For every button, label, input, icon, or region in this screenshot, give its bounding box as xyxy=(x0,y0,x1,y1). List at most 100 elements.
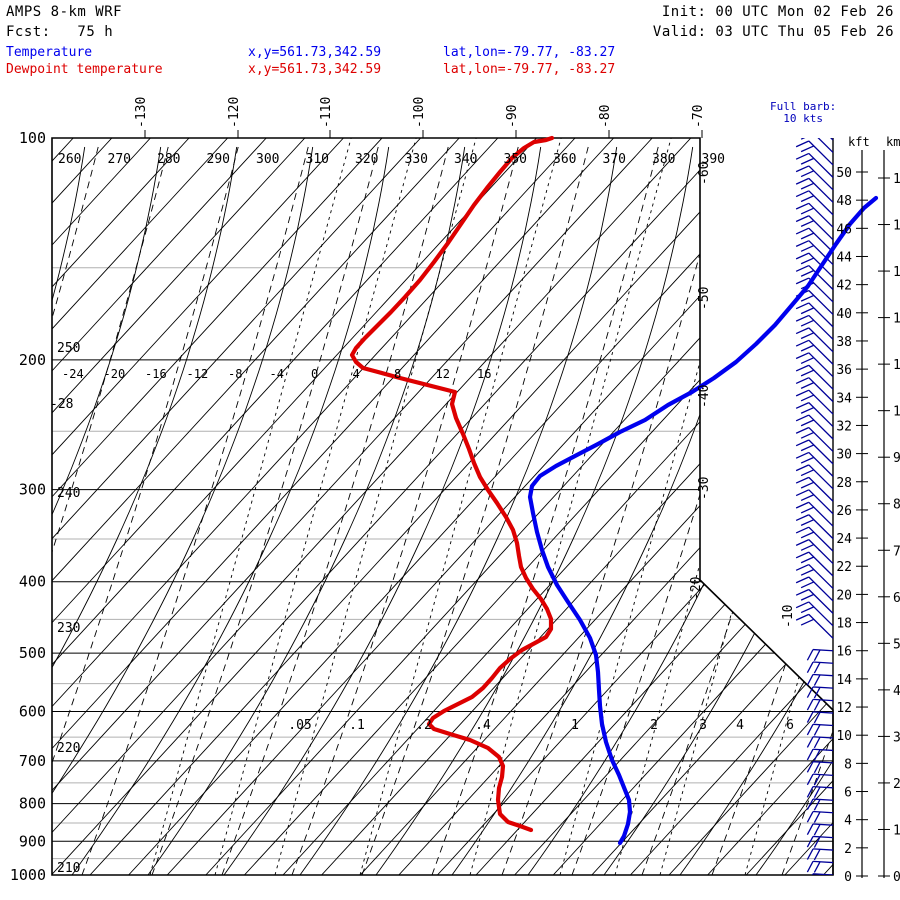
isobar-gridlines xyxy=(52,138,833,875)
theta-label-280: 280 xyxy=(157,152,180,167)
wind-barb xyxy=(806,810,834,823)
wind-barb xyxy=(795,526,834,552)
moist-adiabat xyxy=(361,146,589,875)
pressure-label-400: 400 xyxy=(19,573,46,591)
wind-barb xyxy=(795,364,834,390)
valid-time: Valid: 03 UTC Thu 05 Feb 26 xyxy=(652,24,894,40)
isotherm-row-label-16: 16 xyxy=(477,367,491,381)
kft-label-6: 6 xyxy=(844,786,852,801)
moist-adiabat xyxy=(52,146,239,875)
pressure-label-200: 200 xyxy=(19,351,46,369)
moist-adiabat xyxy=(291,146,519,875)
km-label: 8. xyxy=(893,498,900,513)
moist-adiabat xyxy=(221,146,449,875)
isotherm xyxy=(282,138,833,875)
legend-dewpoint-xy: x,y=561.73,342.59 xyxy=(248,62,382,77)
kft-label-2: 2 xyxy=(844,842,852,857)
isotherm-row-label--20: -20 xyxy=(104,367,126,381)
dry-adiabat xyxy=(52,146,238,875)
isotherm xyxy=(668,138,833,875)
km-label: 4. xyxy=(893,684,900,699)
wind-barb xyxy=(795,451,834,477)
km-label: 7. xyxy=(893,544,900,559)
mixing-ratio-line xyxy=(149,138,352,875)
wind-barb xyxy=(806,661,834,674)
wind-barb xyxy=(806,673,834,686)
mixing-ratio-line xyxy=(274,138,477,875)
wind-barb xyxy=(795,152,834,178)
mixing-ratio-line xyxy=(214,138,417,875)
pressure-label-500: 500 xyxy=(19,644,46,662)
right-isotherm-label--20: -20 xyxy=(689,577,704,600)
isotherm-row-label-0: 0 xyxy=(311,367,318,381)
init-time: Init: 00 UTC Mon 02 Feb 26 xyxy=(661,4,894,20)
dry-adiabat xyxy=(679,146,833,875)
wind-barb xyxy=(795,165,834,191)
kft-unit-label: kft xyxy=(848,135,870,149)
legend-temperature-label: Temperature xyxy=(6,45,93,60)
mixing-ratio-label: 1 xyxy=(571,718,579,733)
mixing-ratio-label: .1 xyxy=(349,718,365,733)
wind-barb xyxy=(795,613,834,639)
right-isotherm-label--40: -40 xyxy=(697,385,712,408)
isotherm-row-label-4: 4 xyxy=(353,367,360,381)
km-label: 13. xyxy=(893,265,900,280)
theta-label-extra: -28 xyxy=(50,397,73,412)
mixing-ratio-label: .4 xyxy=(475,718,491,733)
isotherm xyxy=(52,138,537,875)
isotherm xyxy=(514,138,833,875)
wind-barb xyxy=(795,389,834,415)
pressure-label-1000: 1000 xyxy=(10,866,46,884)
isotherm xyxy=(630,138,833,875)
dry-adiabat xyxy=(52,146,86,875)
pressure-label-700: 700 xyxy=(19,752,46,770)
wind-barb xyxy=(806,823,834,836)
theta-label-360: 360 xyxy=(553,152,576,167)
barb-key-line2: 10 kts xyxy=(783,112,823,125)
kft-label-42: 42 xyxy=(836,279,852,294)
mixing-ratio-label: 3 xyxy=(699,718,707,733)
wind-barb xyxy=(806,648,834,661)
wind-barb xyxy=(806,785,834,799)
wind-barb xyxy=(795,539,834,565)
km-label: 10. xyxy=(893,405,900,420)
wind-barb xyxy=(795,426,834,452)
isotherm-row-label--8: -8 xyxy=(228,367,242,381)
wind-barb xyxy=(795,177,834,203)
kft-label-10: 10 xyxy=(836,729,852,744)
kft-label-16: 16 xyxy=(836,645,852,660)
isotherm xyxy=(52,138,730,875)
kft-label-12: 12 xyxy=(836,701,852,716)
km-label: 9. xyxy=(893,451,900,466)
theta-label-380: 380 xyxy=(652,152,675,167)
wind-barbs xyxy=(795,138,834,875)
right-isotherm-label--10: -10 xyxy=(781,605,796,628)
isotherm-row-label--24: -24 xyxy=(62,367,84,381)
moist-adiabat xyxy=(431,146,659,875)
mixing-ratio-line xyxy=(614,138,817,875)
km-axis-labels: 0. 1. 2. 3. 4. 5. 6. 7. 8. 9. 10. 11. 12. 13. 14. 15. xyxy=(878,172,900,885)
theta-label-250: 250 xyxy=(57,341,80,356)
moist-adiabat xyxy=(52,146,99,875)
dry-adiabat xyxy=(52,146,314,875)
theta-label-390: 390 xyxy=(702,152,725,167)
wind-barb xyxy=(795,377,834,403)
theta-label-340: 340 xyxy=(454,152,477,167)
wind-barb xyxy=(795,464,834,490)
isotherm-row-label-12: 12 xyxy=(436,367,450,381)
mixing-ratio-label: 4 xyxy=(736,718,744,733)
kft-label-30: 30 xyxy=(836,448,852,463)
isotherm xyxy=(128,138,807,875)
legend-dewpoint-latlon: lat,lon=-79.77, -83.27 xyxy=(443,62,616,77)
isotherm xyxy=(205,138,833,875)
kft-label-32: 32 xyxy=(836,419,852,434)
wind-barb xyxy=(795,202,834,228)
mixing-ratio-label: 2 xyxy=(650,718,658,733)
barb-key-line1: Full barb: xyxy=(770,100,837,113)
moist-adiabat xyxy=(641,146,833,875)
wind-barb xyxy=(795,601,834,627)
pressure-label-800: 800 xyxy=(19,795,46,813)
theta-label-320: 320 xyxy=(355,152,378,167)
mixing-ratio-line xyxy=(359,138,562,875)
wind-barb xyxy=(795,352,834,378)
